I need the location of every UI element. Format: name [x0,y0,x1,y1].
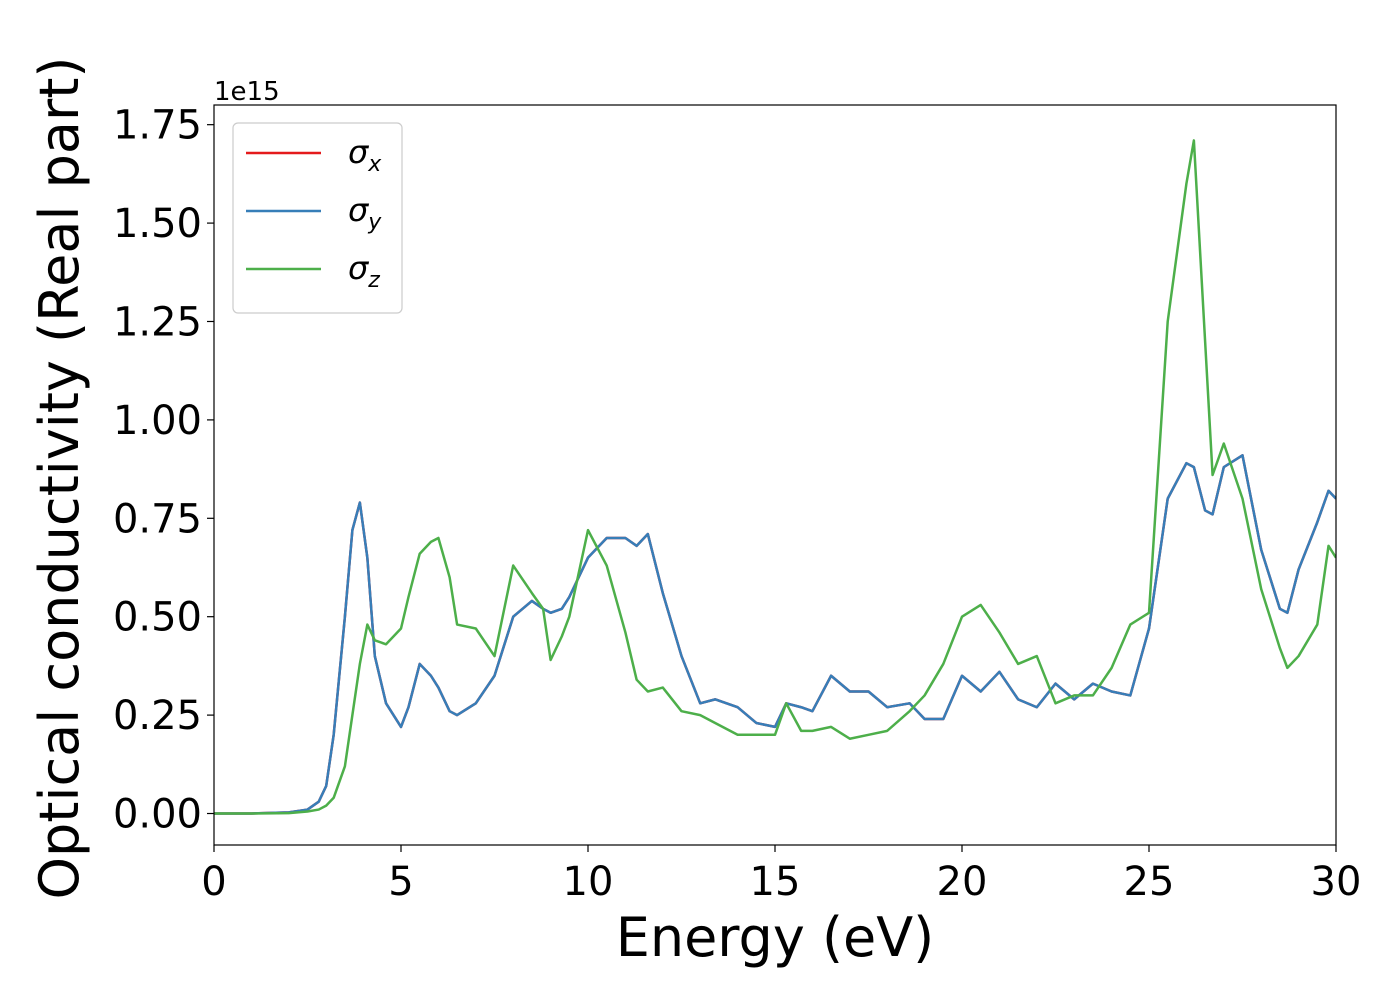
y-tick-label: 0.50 [113,595,202,641]
legend-box [232,122,403,314]
series-line [214,454,1336,815]
x-tick-label: 20 [937,859,988,905]
legend-label: σx [348,133,382,177]
y-tick-label: 1.75 [113,103,202,149]
y-tick-label: 0.00 [113,792,202,838]
x-tick-label: 10 [563,859,614,905]
series-line [214,454,1336,815]
legend-label: σy [348,191,382,235]
x-tick-label: 15 [750,859,801,905]
legend-label: σz [348,249,380,293]
y-offset-label: 1e15 [214,77,280,107]
y-tick-label: 0.75 [113,496,202,542]
y-tick-label: 1.25 [113,299,202,345]
x-axis-label: Energy (eV) [616,906,935,969]
y-tick-label: 1.50 [113,201,202,247]
x-tick-label: 0 [201,859,226,905]
x-tick-label: 30 [1311,859,1362,905]
y-tick-label: 1.00 [113,398,202,444]
x-tick-label: 5 [388,859,413,905]
plot-lines [214,139,1336,815]
series-line [214,139,1336,815]
y-tick-label: 0.25 [113,693,202,739]
x-tick-label: 25 [1124,859,1175,905]
plot-frame [213,104,1337,846]
y-axis-label: Optical conductivity (Real part) [28,57,91,900]
